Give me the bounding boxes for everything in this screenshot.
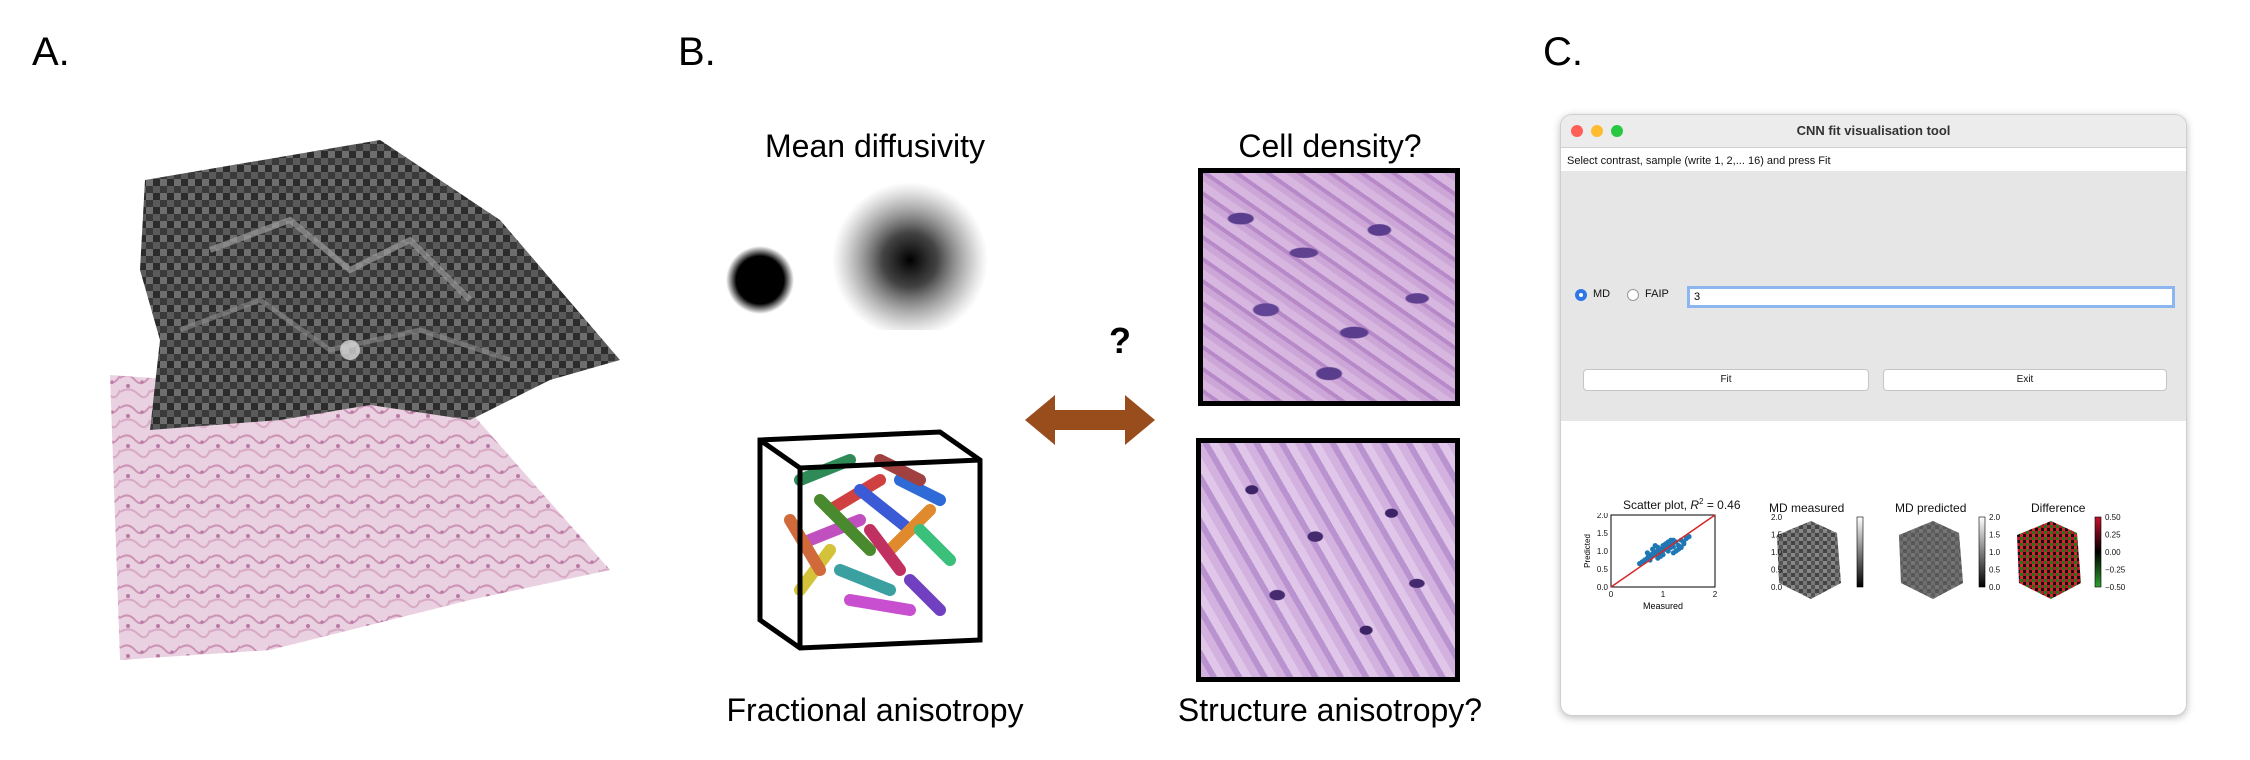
scatter-point bbox=[1660, 543, 1666, 549]
histology-slice bbox=[110, 375, 610, 660]
x-tick-label: 0 bbox=[1609, 590, 1614, 599]
fit-button[interactable]: Fit bbox=[1583, 369, 1869, 391]
wide-diffusion-cloud bbox=[832, 182, 988, 330]
instruction-text: Select contrast, sample (write 1, 2,... … bbox=[1567, 155, 1831, 167]
md-predicted-map: 2.0 1.5 1.0 0.5 0.0 bbox=[1899, 513, 2001, 599]
scatter-plot: 0 1 2 0.0 0.5 1.0 1.5 2.0 Measured Predicted bbox=[1583, 513, 1718, 611]
scatter-title: Scatter plot, R2 = 0.46 bbox=[1623, 497, 1741, 512]
scatter-point bbox=[1650, 546, 1656, 552]
exit-button[interactable]: Exit bbox=[1883, 369, 2167, 391]
close-window-icon[interactable] bbox=[1571, 125, 1583, 137]
scatter-point bbox=[1678, 544, 1684, 550]
colorbar-tick-label: 2.0 bbox=[1771, 513, 1783, 522]
y-tick-label: 2.0 bbox=[1597, 513, 1609, 520]
diffusion-point-clouds bbox=[726, 182, 988, 330]
window-titlebar: CNN fit visualisation tool bbox=[1561, 115, 2186, 148]
sample-input[interactable]: 3 bbox=[1687, 286, 2175, 308]
y-tick-label: 1.0 bbox=[1597, 547, 1609, 556]
colorbar-tick-label: 1.5 bbox=[1771, 531, 1783, 540]
colorbar-tick-label: 2.0 bbox=[1989, 513, 2001, 522]
scatter-xlabel: Measured bbox=[1643, 601, 1683, 611]
question-mark: ? bbox=[1109, 320, 1131, 361]
y-tick-label: 1.5 bbox=[1597, 529, 1609, 538]
md-measured-map: 2.0 1.5 1.0 0.5 0.0 bbox=[1771, 513, 1864, 599]
scatter-point bbox=[1644, 550, 1650, 556]
colorbar-tick-label: 1.0 bbox=[1771, 548, 1783, 557]
md-measured-title: MD measured bbox=[1769, 501, 1845, 515]
double-arrow bbox=[1025, 395, 1155, 445]
radio-faip-label: FAIP bbox=[1645, 288, 1669, 300]
md-predicted-title: MD predicted bbox=[1895, 501, 1967, 515]
histology-image-structure-anisotropy bbox=[1196, 438, 1460, 682]
scatter-point bbox=[1670, 550, 1676, 556]
colorbar-tick-label: −0.50 bbox=[2105, 583, 2126, 592]
colorbar-tick-label: 0.5 bbox=[1771, 566, 1783, 575]
identity-line bbox=[1610, 514, 1716, 588]
colorbar-tick-label: 0.5 bbox=[1989, 566, 2001, 575]
scatter-point bbox=[1655, 555, 1661, 561]
mean-diffusivity-title: Mean diffusivity bbox=[765, 128, 985, 164]
histology-image-cell-density bbox=[1198, 168, 1460, 406]
scatter-point bbox=[1652, 543, 1658, 549]
difference-title: Difference bbox=[2031, 501, 2086, 515]
panel-label-c: C. bbox=[1543, 30, 1583, 74]
colorbar-tick-label: 0.25 bbox=[2105, 531, 2121, 540]
controls-area: MD FAIP 3 Fit Exit bbox=[1561, 171, 2186, 421]
colorbar-tick-label: 0.00 bbox=[2105, 548, 2121, 557]
rods-in-box bbox=[757, 429, 983, 651]
scatter-point bbox=[1665, 548, 1671, 554]
x-tick-label: 2 bbox=[1713, 590, 1718, 599]
colorbar-tick-label: −0.25 bbox=[2105, 566, 2126, 575]
colorbar-tick-label: 0.0 bbox=[1989, 583, 2001, 592]
mri-histology-overlay bbox=[110, 140, 620, 660]
narrow-diffusion-cloud bbox=[726, 246, 794, 314]
radio-md[interactable] bbox=[1575, 289, 1587, 301]
minimize-window-icon[interactable] bbox=[1591, 125, 1603, 137]
radio-faip[interactable] bbox=[1627, 289, 1639, 301]
cell-density-title: Cell density? bbox=[1238, 128, 1422, 164]
difference-map: 0.50 0.25 0.00 −0.25 −0.50 bbox=[2017, 513, 2126, 599]
structure-anisotropy-title: Structure anisotropy? bbox=[1177, 692, 1483, 728]
colorbar-tick-label: 1.5 bbox=[1989, 531, 2001, 540]
x-tick-label: 1 bbox=[1661, 590, 1666, 599]
mri-map bbox=[140, 140, 620, 430]
colorbar-tick-label: 0.0 bbox=[1771, 583, 1783, 592]
scatter-ylabel: Predicted bbox=[1583, 534, 1592, 568]
cnn-app-window: CNN fit visualisation tool Select contra… bbox=[1560, 114, 2187, 716]
scatter-point bbox=[1665, 539, 1671, 545]
scatter-point bbox=[1681, 539, 1687, 545]
radio-md-label: MD bbox=[1593, 288, 1611, 300]
fractional-anisotropy-title: Fractional anisotropy bbox=[726, 692, 1024, 728]
y-tick-label: 0.5 bbox=[1597, 565, 1609, 574]
panel-label-b: B. bbox=[678, 30, 716, 74]
colorbar-tick-label: 1.0 bbox=[1989, 548, 2001, 557]
maximize-window-icon[interactable] bbox=[1611, 125, 1623, 137]
y-tick-label: 0.0 bbox=[1597, 583, 1609, 592]
panel-label-a: A. bbox=[32, 30, 70, 74]
scatter-point bbox=[1686, 534, 1692, 540]
window-title: CNN fit visualisation tool bbox=[1796, 123, 1951, 138]
colorbar-tick-label: 0.50 bbox=[2105, 513, 2121, 522]
